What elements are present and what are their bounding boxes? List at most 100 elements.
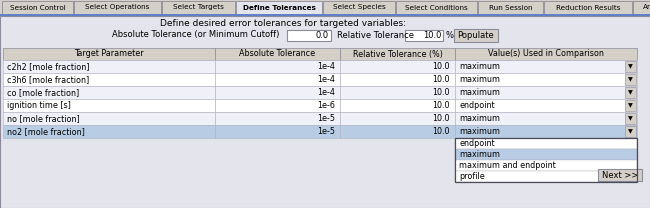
Bar [478,1,543,14]
Text: Run Session: Run Session [489,5,532,10]
Bar [455,48,637,60]
Bar [455,160,637,171]
Text: 1e-4: 1e-4 [317,88,335,97]
Bar [340,125,455,138]
Bar [3,73,215,86]
Bar [455,125,637,138]
Text: Define Tolerances: Define Tolerances [242,5,315,10]
Text: Select Conditions: Select Conditions [405,5,468,10]
Bar [455,138,637,149]
Bar [215,60,340,73]
Text: maximum: maximum [459,114,500,123]
Text: Select Operations: Select Operations [85,5,150,10]
Text: maximum: maximum [459,88,500,97]
Text: Relative Tolerance: Relative Tolerance [337,31,414,40]
Bar [340,86,455,99]
Bar [340,73,455,86]
Bar [544,1,632,14]
Text: Populate: Populate [458,31,495,40]
Text: 1e-5: 1e-5 [317,114,335,123]
Bar [74,1,161,14]
Bar [405,30,443,41]
Text: ▼: ▼ [628,129,633,134]
Bar [215,99,340,112]
Text: profile: profile [459,172,485,181]
Text: ▼: ▼ [628,77,633,82]
Text: c2h2 [mole fraction]: c2h2 [mole fraction] [7,62,90,71]
Text: 1e-4: 1e-4 [317,75,335,84]
Text: co [mole fraction]: co [mole fraction] [7,88,79,97]
Bar [340,99,455,112]
Bar [236,1,322,14]
Text: ▼: ▼ [628,64,633,69]
Text: 1e-4: 1e-4 [317,62,335,71]
Text: 1e-6: 1e-6 [317,101,335,110]
Text: 10.0: 10.0 [432,114,450,123]
Text: Absolute Tolerance: Absolute Tolerance [239,50,315,58]
Bar [287,30,331,41]
Bar [3,99,215,112]
Text: Absolute Tolerance (or Minimum Cutoff): Absolute Tolerance (or Minimum Cutoff) [112,31,280,40]
Text: Define desired error tolerances for targeted variables:: Define desired error tolerances for targ… [160,19,406,27]
Text: 1e-5: 1e-5 [317,127,335,136]
Bar [455,138,637,182]
Bar [598,169,642,181]
Bar [3,60,215,73]
Bar [340,60,455,73]
Text: 0.0: 0.0 [316,31,329,40]
Bar [455,99,637,112]
Bar [3,112,215,125]
Text: Select Species: Select Species [333,5,385,10]
Text: Next >>: Next >> [602,171,638,180]
Bar [215,48,340,60]
Bar [3,125,215,138]
Text: no [mole fraction]: no [mole fraction] [7,114,80,123]
Bar [323,1,395,14]
Text: ▼: ▼ [628,116,633,121]
Text: c3h6 [mole fraction]: c3h6 [mole fraction] [7,75,89,84]
Text: Relative Tolerance (%): Relative Tolerance (%) [352,50,443,58]
Bar [455,112,637,125]
Bar [625,113,636,124]
Text: %: % [446,31,454,40]
Bar [162,1,235,14]
Bar [625,61,636,72]
Text: endpoint: endpoint [459,101,495,110]
Bar [2,1,73,14]
Text: ▼: ▼ [628,103,633,108]
Bar [340,112,455,125]
Bar [215,73,340,86]
Text: Session Control: Session Control [10,5,66,10]
Text: endpoint: endpoint [459,139,495,148]
Bar [633,1,650,14]
Text: 10.0: 10.0 [432,127,450,136]
Bar [625,100,636,111]
Bar [455,171,637,182]
Bar [455,86,637,99]
Bar [625,74,636,85]
Bar [625,126,636,137]
Bar [3,86,215,99]
Text: maximum: maximum [459,127,500,136]
Bar [454,29,498,42]
Bar [625,87,636,98]
Bar [215,125,340,138]
Text: maximum: maximum [459,150,500,159]
Text: ignition time [s]: ignition time [s] [7,101,71,110]
Text: maximum: maximum [459,62,500,71]
Text: 10.0: 10.0 [422,31,441,40]
Bar [215,112,340,125]
Text: Reduction Results: Reduction Results [556,5,620,10]
Text: 10.0: 10.0 [432,88,450,97]
Text: Target Parameter: Target Parameter [74,50,144,58]
Bar [455,60,637,73]
Text: 10.0: 10.0 [432,101,450,110]
Text: 10.0: 10.0 [432,75,450,84]
Bar [455,73,637,86]
Text: Select Targets: Select Targets [173,5,224,10]
Text: Archive/Export: Archive/Export [644,5,650,10]
Text: Value(s) Used in Comparison: Value(s) Used in Comparison [488,50,604,58]
Bar [0,14,650,16]
Text: maximum and endpoint: maximum and endpoint [459,161,556,170]
Bar [3,48,215,60]
